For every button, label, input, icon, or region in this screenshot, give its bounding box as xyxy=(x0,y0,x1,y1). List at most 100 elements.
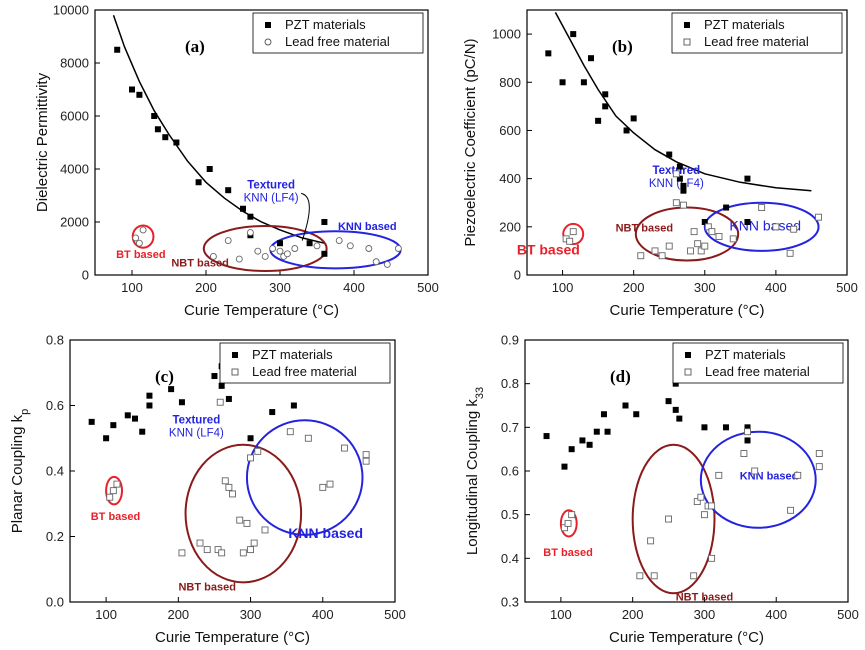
panel-d-lead-free-material-point xyxy=(787,506,795,514)
panel-d-pzt-materials-point xyxy=(665,398,672,405)
panel-b-lead-free-material-point xyxy=(672,170,680,178)
panel-b-lead-free-material-point xyxy=(786,249,794,257)
panel-a-pzt-materials-point xyxy=(225,187,232,194)
panel-c-nbt-based-label: NBT based xyxy=(178,582,235,594)
panel-c-x-axis-label: Curie Temperature (°C) xyxy=(155,629,310,646)
panel-d: 100 200 300 400 500 0.3 0.4 0.5 0.6 0.7 0.8 0.9 Curi… xyxy=(464,333,859,647)
panel-b-x-tick-label: 100 xyxy=(552,280,574,295)
panel-d-x-tick-label: 500 xyxy=(837,607,859,622)
panel-b-bt-based-ellipse xyxy=(562,222,585,246)
panel-d-x-tick-label: 100 xyxy=(550,607,572,622)
panel-a-legend-marker-pzt xyxy=(265,22,271,28)
panel-b-x-tick-label: 200 xyxy=(623,280,645,295)
panel-b-pzt-materials-point xyxy=(666,151,673,158)
panel-d-lead-free-material-point xyxy=(650,572,658,580)
panel-a-pzt-materials-point xyxy=(306,240,313,247)
panel-d-lead-free-material-point xyxy=(564,519,572,527)
panel-d-pzt-materials-point xyxy=(744,437,751,444)
panel-a-pzt-materials-point xyxy=(195,179,202,186)
panel-b-x-axis-label: Curie Temperature (°C) xyxy=(610,302,765,319)
panel-b-pzt-materials-point xyxy=(723,204,730,211)
panel-c-y-axis-label: Planar Coupling kp xyxy=(9,409,31,534)
panel-d-lead-free-material-point xyxy=(708,502,716,510)
panel-d-pzt-materials-point xyxy=(676,415,683,422)
panel-b-lead-free-material-point xyxy=(566,237,574,245)
panel-c-pzt-materials-point xyxy=(88,418,95,425)
panel-c-pzt-materials-point xyxy=(103,435,110,442)
panel-d-legend-marker-pzt xyxy=(685,352,691,358)
panel-b-pzt-materials-point xyxy=(680,187,687,194)
panel-d-pzt-materials-point xyxy=(593,428,600,435)
panel-d-y-tick-label: 0.3 xyxy=(501,595,519,610)
panel-a-lead-free-material-point xyxy=(209,253,217,260)
panel-d-y-tick-label: 0.8 xyxy=(501,376,519,391)
panel-c-pzt-materials-point xyxy=(269,409,276,416)
panel-a-lead-free-material-point xyxy=(335,237,343,245)
panel-b-lead-free-material-point xyxy=(772,223,780,231)
panel-a-lead-free-material-point xyxy=(313,242,321,250)
panel-d-pzt-materials-point xyxy=(633,411,640,418)
panel-c-lead-free-material-point xyxy=(247,546,255,554)
panel-a-y-tick-label: 2000 xyxy=(60,215,89,230)
panel-a-pzt-materials-point xyxy=(277,240,283,247)
panel-a-lead-free-material-point xyxy=(291,245,299,252)
panel-b-lead-free-material-point xyxy=(704,223,712,231)
panel-c-pzt-materials-point xyxy=(168,386,175,393)
panel-c-pzt-materials-point xyxy=(124,412,131,419)
panel-b-lead-free-material-point xyxy=(715,233,723,240)
panel-c-pzt-materials-point xyxy=(139,428,146,435)
panel-a-lead-free-material-point xyxy=(394,245,402,252)
panel-a-lead-free-material-point xyxy=(132,234,140,242)
panel-a-lead-free-material-point xyxy=(246,229,254,237)
panel-b-pzt-materials-point xyxy=(602,91,609,98)
panel-c-lead-free-material-point xyxy=(250,539,258,547)
panel-c-lead-free-material-point xyxy=(216,398,224,406)
panel-c-lead-free-material-point xyxy=(254,447,262,455)
panel-a-x-axis-label: Curie Temperature (°C) xyxy=(184,302,339,319)
panel-d-legend-box xyxy=(672,342,844,384)
panel-b-lead-free-material-point xyxy=(697,247,705,255)
panel-b-pzt-materials-point xyxy=(630,115,637,122)
panel-c-y-tick-label: 0.0 xyxy=(46,595,64,610)
panel-c-y-axis-label-subscript: p xyxy=(19,409,31,415)
panel-a-lead-free-material-point xyxy=(235,255,243,263)
panel-a-knn-based-ellipse xyxy=(269,230,402,270)
panel-d-lead-free-material-point xyxy=(690,572,698,580)
panel-d-lead-free-material-point xyxy=(708,554,716,562)
panel-d-lead-free-material-point xyxy=(697,493,705,501)
panel-b-pzt-materials-point xyxy=(570,31,577,38)
panel-d-y-tick-label: 0.5 xyxy=(501,507,519,522)
panel-b-y-tick-label: 1000 xyxy=(492,27,521,42)
panel-d-bt-based-ellipse xyxy=(559,509,578,538)
panel-d-pzt-materials-point xyxy=(604,428,611,435)
panel-a-lead-free-material-point xyxy=(135,239,143,247)
panel-d-x-tick-label: 400 xyxy=(765,607,787,622)
panel-b-legend-marker-pzt xyxy=(684,22,690,28)
panel-c-lead-free-material-point xyxy=(106,493,114,501)
panel-c-nbt-based-ellipse xyxy=(184,443,303,584)
panel-a-legend-marker-leadfree xyxy=(264,38,272,46)
panel-b-lead-free-material-point xyxy=(672,199,680,207)
panel-c-pzt-materials-point xyxy=(178,399,185,406)
panel-d-nbt-based-ellipse xyxy=(631,443,716,595)
panel-a-y-tick-label: 8000 xyxy=(60,56,89,71)
panel-c-lead-free-material-point xyxy=(362,451,370,459)
panel-c-pzt-materials-point xyxy=(290,402,297,409)
panel-a-x-tick-label: 400 xyxy=(343,280,365,295)
panel-d-lead-free-material-point xyxy=(700,511,708,519)
panel-c-lead-free-material-point xyxy=(109,487,117,495)
panel-d-legend-entry-pzt: PZT materials xyxy=(705,347,786,362)
panel-c-pzt-materials-point xyxy=(132,415,138,422)
panel-b-pzt-materials-point xyxy=(676,163,683,170)
panel-a-bt-based-label: BT based xyxy=(116,249,166,261)
panel-c-legend-entry-leadfree: Lead free material xyxy=(252,364,357,379)
panel-b-nbt-based-ellipse xyxy=(634,206,740,262)
panel-b-y-axis-label: Piezoelectric Coefficient (pC/N) xyxy=(462,38,479,246)
panel-c-knn-based-ellipse xyxy=(245,419,364,536)
panel-d-pzt-materials-point xyxy=(543,433,550,440)
panel-c-lead-free-material-point xyxy=(362,457,370,465)
panel-d-x-tick-label: 200 xyxy=(622,607,644,622)
panel-b-lead-free-material-point xyxy=(569,228,577,236)
panel-c-panel-label: (c) xyxy=(155,367,174,386)
panel-a-pzt-materials-point xyxy=(247,213,254,220)
